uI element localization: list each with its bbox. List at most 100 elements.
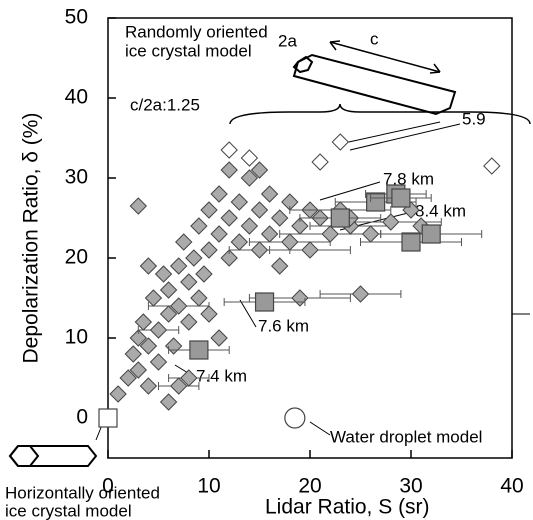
diamond-marker bbox=[169, 297, 188, 315]
square-marker bbox=[401, 232, 421, 252]
plot-frame bbox=[107, 17, 513, 459]
diamond-marker bbox=[195, 265, 213, 283]
diamond-marker bbox=[483, 157, 501, 175]
square-marker bbox=[330, 208, 350, 228]
diamond-marker bbox=[129, 361, 148, 379]
diamond-marker bbox=[144, 289, 163, 307]
y-tick-label: 40 bbox=[65, 86, 88, 109]
annotation: 7.4 km bbox=[196, 366, 247, 385]
diamond-marker bbox=[149, 353, 168, 371]
y-tick-label: 10 bbox=[65, 326, 88, 349]
diamond-marker bbox=[124, 345, 142, 363]
annotation: 7.8 km bbox=[383, 169, 434, 188]
square-marker bbox=[98, 408, 118, 428]
diamond-marker bbox=[200, 305, 218, 323]
diamond-marker bbox=[139, 377, 158, 395]
diamond-marker bbox=[220, 161, 238, 179]
diamond-marker bbox=[260, 185, 279, 203]
diamond-marker bbox=[149, 321, 168, 339]
diamond-marker bbox=[382, 213, 400, 231]
diamond-marker bbox=[129, 329, 148, 347]
diamond-marker bbox=[301, 241, 319, 259]
diamond-marker bbox=[291, 289, 309, 307]
circle-marker bbox=[284, 407, 306, 429]
annotation: 2a bbox=[278, 31, 297, 50]
diamond-marker bbox=[159, 305, 178, 323]
column-icon bbox=[292, 40, 457, 116]
diamond-marker bbox=[129, 197, 148, 215]
annotation: ice crystal model bbox=[5, 501, 132, 520]
x-tick-label: 30 bbox=[399, 475, 422, 498]
diamond-marker bbox=[220, 249, 238, 267]
diamond-marker bbox=[210, 225, 228, 243]
square-marker bbox=[391, 188, 411, 208]
diamond-marker bbox=[175, 233, 193, 251]
x-tick-label: 20 bbox=[298, 475, 321, 498]
annotation: c/2a:1.25 bbox=[130, 95, 200, 114]
diamond-marker bbox=[180, 273, 198, 291]
diamond-marker bbox=[240, 149, 259, 167]
diamond-marker bbox=[169, 377, 188, 395]
diamond-marker bbox=[270, 257, 289, 275]
y-tick-label: 50 bbox=[65, 6, 88, 29]
diamond-marker bbox=[190, 289, 208, 307]
diamond-marker bbox=[164, 337, 183, 355]
diamond-marker bbox=[230, 193, 249, 211]
x-tick-label: 40 bbox=[500, 475, 523, 498]
diamond-marker bbox=[200, 241, 218, 259]
annotation: Water droplet model bbox=[330, 427, 482, 446]
diamond-marker bbox=[361, 225, 380, 243]
diamond-marker bbox=[220, 209, 238, 227]
diamond-marker bbox=[351, 285, 370, 303]
square-marker bbox=[366, 192, 386, 212]
x-tick-label: 10 bbox=[197, 475, 220, 498]
annotation: 5.9 bbox=[462, 109, 486, 128]
diamond-marker bbox=[119, 369, 137, 387]
diamond-marker bbox=[250, 161, 269, 179]
diamond-marker bbox=[139, 337, 158, 355]
diamond-marker bbox=[210, 329, 228, 347]
diamond-marker bbox=[154, 265, 173, 283]
annotation: Horizontally oriented bbox=[5, 483, 160, 502]
diamond-marker bbox=[159, 393, 178, 411]
diamond-marker bbox=[180, 313, 198, 331]
plate-icon bbox=[8, 445, 98, 467]
diamond-marker bbox=[250, 241, 269, 259]
annotation: 8.4 km bbox=[415, 201, 466, 220]
square-marker bbox=[421, 224, 441, 244]
diamond-marker bbox=[134, 313, 153, 331]
x-tick-label: 0 bbox=[102, 475, 114, 498]
diamond-marker bbox=[190, 217, 208, 235]
brace bbox=[229, 103, 531, 125]
diamond-marker bbox=[281, 233, 299, 251]
diamond-marker bbox=[185, 249, 203, 267]
diamond-marker bbox=[210, 185, 228, 203]
annotation: 7.6 km bbox=[258, 316, 309, 335]
diamond-marker bbox=[321, 225, 339, 243]
diamond-marker bbox=[240, 169, 259, 187]
diamond-marker bbox=[220, 141, 238, 159]
y-tick-label: 0 bbox=[76, 406, 88, 429]
diamond-marker bbox=[240, 217, 259, 235]
diamond-marker bbox=[311, 153, 329, 171]
diamond-marker bbox=[109, 385, 127, 403]
diamond-marker bbox=[139, 257, 158, 275]
annotation: ice crystal model bbox=[125, 41, 252, 60]
leader-lines bbox=[95, 121, 530, 441]
diamond-marker bbox=[200, 201, 218, 219]
annotation: c bbox=[370, 29, 379, 48]
diamond-marker bbox=[159, 281, 178, 299]
diamond-marker bbox=[250, 201, 269, 219]
diamond-marker bbox=[230, 233, 249, 251]
y-tick-label: 20 bbox=[65, 246, 88, 269]
diamond-marker bbox=[331, 133, 350, 151]
diamond-marker bbox=[270, 209, 289, 227]
y-tick-label: 30 bbox=[65, 166, 88, 189]
annotation: Randomly oriented bbox=[125, 22, 268, 41]
x-axis-label: Lidar Ratio, S (sr) bbox=[265, 496, 430, 519]
square-marker bbox=[189, 340, 209, 360]
y-axis-label: Depolarization Ratio, δ (%) bbox=[20, 113, 43, 364]
square-marker bbox=[254, 292, 275, 312]
diamond-marker bbox=[260, 225, 279, 243]
